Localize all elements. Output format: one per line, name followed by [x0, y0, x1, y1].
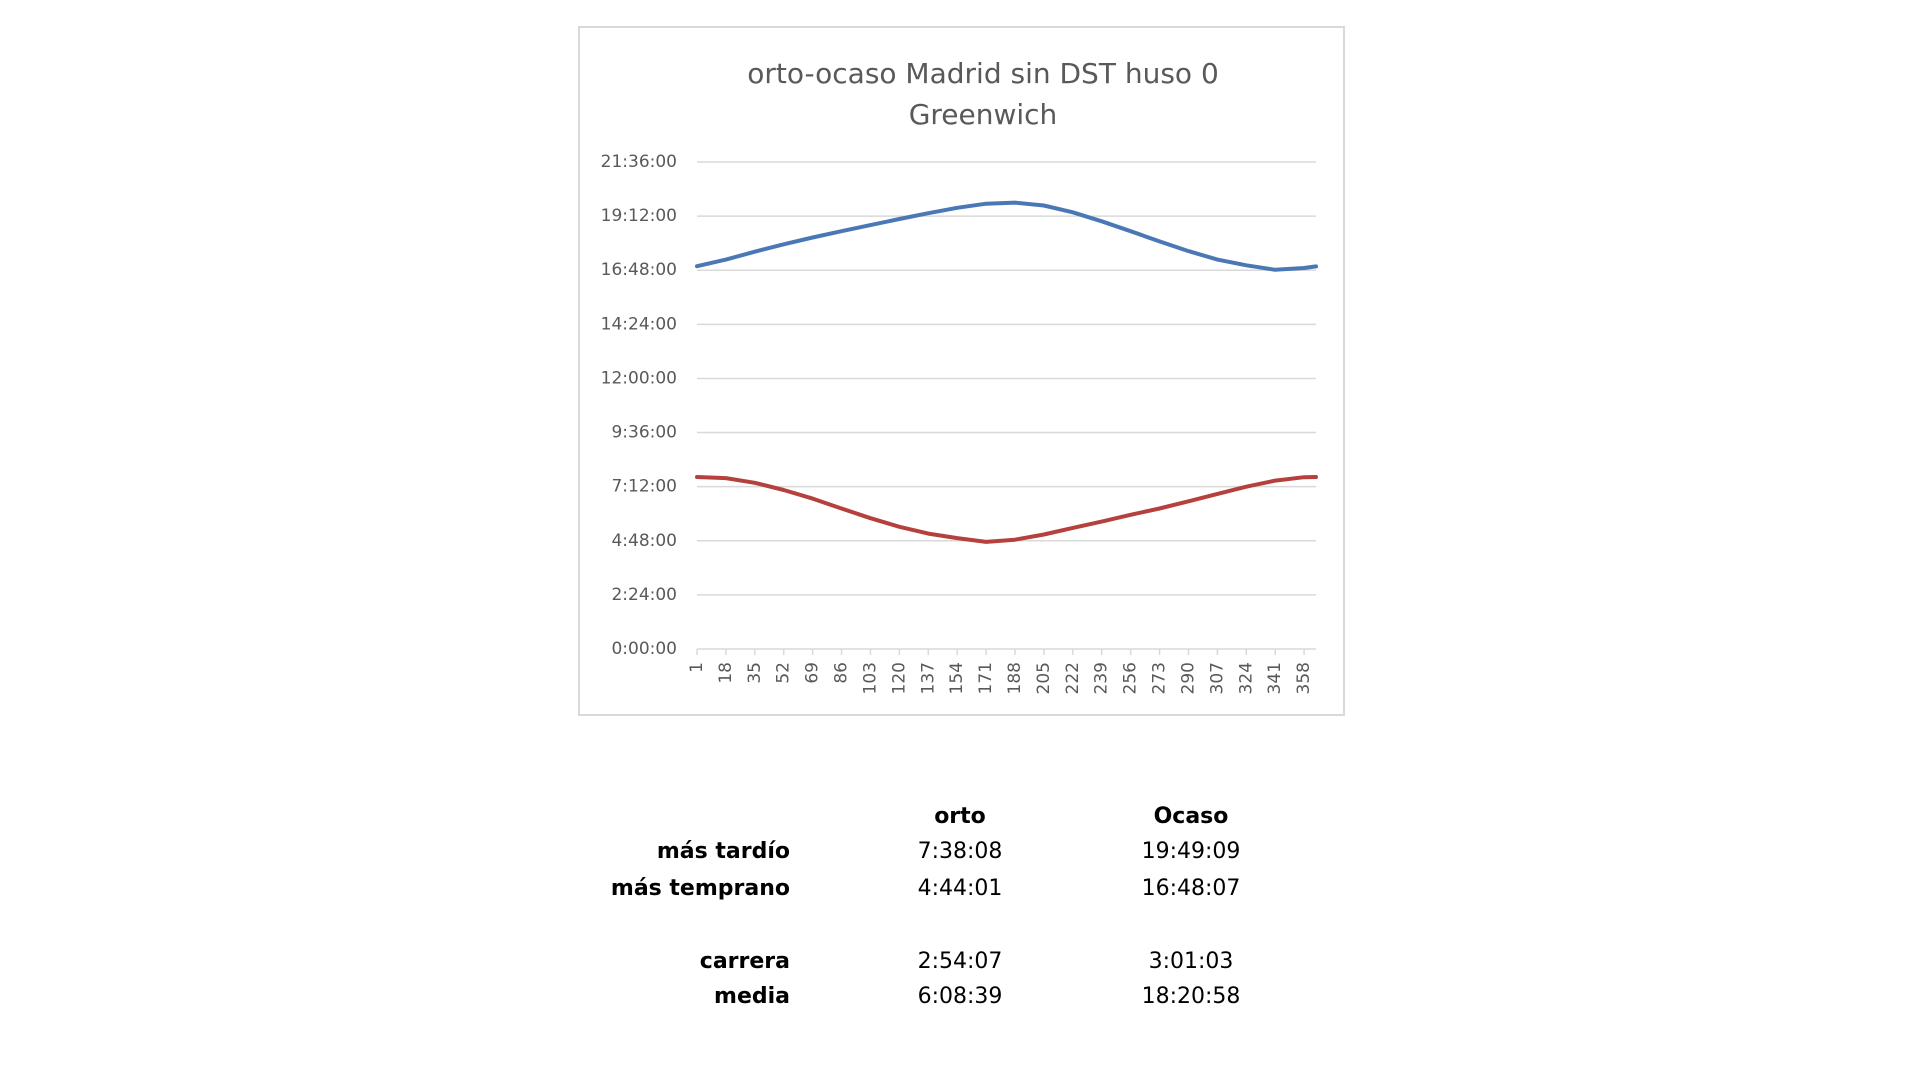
row-label: más tardío: [657, 839, 790, 864]
column-header: Ocaso: [1154, 804, 1229, 829]
series-line: [695, 475, 1318, 544]
x-tick-label: 341: [1265, 662, 1285, 694]
series-line: [695, 200, 1318, 272]
x-tick-label: 120: [889, 662, 909, 694]
table-cell: 7:38:08: [918, 839, 1003, 864]
y-tick-label: 0:00:00: [611, 639, 677, 659]
row-label: media: [714, 984, 790, 1009]
x-tick-label: 239: [1092, 662, 1112, 694]
y-tick-label: 2:24:00: [611, 585, 677, 605]
column-header: orto: [934, 804, 986, 829]
x-tick-label: 273: [1150, 662, 1170, 694]
row-label: más temprano: [611, 876, 790, 901]
table-cell: 3:01:03: [1149, 949, 1234, 974]
y-tick-label: 12:00:00: [601, 368, 677, 388]
x-tick-label: 222: [1063, 662, 1083, 694]
x-tick-label: 103: [860, 662, 880, 694]
x-tick-label: 256: [1121, 662, 1141, 694]
table-cell: 19:49:09: [1142, 839, 1241, 864]
y-tick-label: 16:48:00: [601, 260, 677, 280]
chart-title: orto-ocaso Madrid sin DST huso 0: [747, 57, 1219, 90]
x-tick-label: 86: [832, 662, 852, 684]
chart-title: Greenwich: [909, 98, 1058, 131]
table-cell: 18:20:58: [1142, 984, 1241, 1009]
table-cell: 6:08:39: [918, 984, 1003, 1009]
y-tick-label: 9:36:00: [611, 423, 677, 443]
y-tick-label: 21:36:00: [601, 152, 677, 172]
table-cell: 16:48:07: [1142, 876, 1241, 901]
chart-frame: [578, 26, 1345, 716]
x-tick-label: 358: [1294, 662, 1314, 694]
x-tick-label: 52: [774, 662, 794, 684]
y-tick-label: 19:12:00: [601, 206, 677, 226]
x-tick-label: 35: [745, 662, 765, 684]
y-tick-label: 4:48:00: [611, 531, 677, 551]
x-tick-label: 188: [1005, 662, 1025, 694]
x-tick-label: 137: [918, 662, 938, 694]
table-cell: 4:44:01: [918, 876, 1003, 901]
x-tick-label: 205: [1034, 662, 1054, 694]
x-tick-label: 69: [803, 662, 823, 684]
x-tick-label: 1: [687, 662, 707, 673]
table-cell: 2:54:07: [918, 949, 1003, 974]
x-tick-label: 290: [1178, 662, 1198, 694]
x-tick-label: 307: [1207, 662, 1227, 694]
row-label: carrera: [700, 949, 790, 974]
x-tick-label: 171: [976, 662, 996, 694]
x-tick-label: 18: [716, 662, 736, 684]
y-tick-label: 7:12:00: [611, 477, 677, 497]
x-tick-label: 324: [1236, 662, 1256, 694]
y-tick-label: 14:24:00: [601, 314, 677, 334]
x-tick-label: 154: [947, 662, 967, 694]
